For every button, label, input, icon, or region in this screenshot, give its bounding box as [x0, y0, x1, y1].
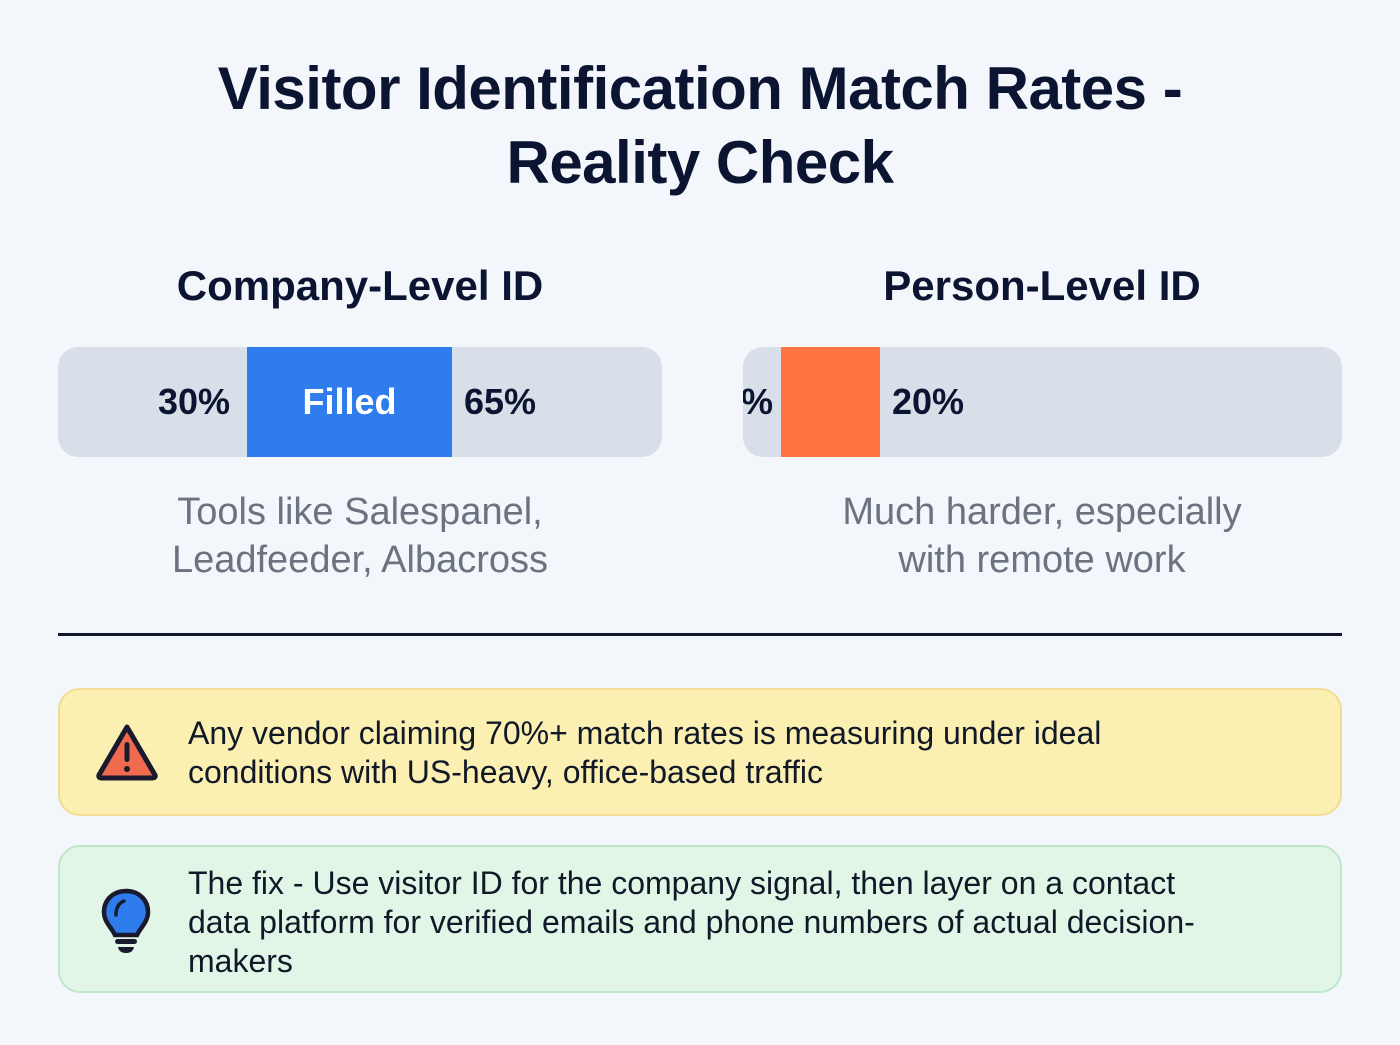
warning-callout: Any vendor claiming 70%+ match rates is … [58, 688, 1342, 816]
company-caption-line-2: Leadfeeder, Albacross [171, 539, 549, 581]
person-low-label: 5% [743, 381, 774, 422]
person-caption-line-1: Much harder, especially [842, 491, 1242, 533]
company-high-label: 65% [464, 381, 537, 422]
person-caption: Much harder, especially with remote work [742, 488, 1342, 584]
lightbulb-icon [100, 887, 152, 962]
company-range-bar: 30% Filled 65% [58, 347, 662, 457]
section-divider [58, 633, 1342, 636]
title-line-1: Visitor Identification Match Rates - [217, 55, 1183, 122]
warning-text-line-1: Any vendor claiming 70%+ match rates is … [188, 715, 1102, 751]
tip-callout: The fix - Use visitor ID for the company… [58, 845, 1342, 993]
page-title: Visitor Identification Match Rates - Rea… [0, 52, 1400, 200]
company-caption: Tools like Salespanel, Leadfeeder, Albac… [58, 488, 662, 584]
warning-text: Any vendor claiming 70%+ match rates is … [188, 714, 1101, 792]
company-heading: Company-Level ID [176, 262, 544, 309]
warning-triangle-icon [94, 722, 160, 787]
company-caption-line-1: Tools like Salespanel, [177, 491, 543, 533]
company-fill-label: Filled [302, 381, 397, 422]
tip-text-line-2: data platform for verified emails and ph… [188, 904, 1195, 940]
person-heading: Person-Level ID [883, 262, 1201, 309]
person-range-bar: 5% 20% [743, 347, 1342, 457]
company-low-label: 30% [158, 381, 231, 422]
tip-text-line-3: makers [188, 943, 293, 979]
tip-text-line-1: The fix - Use visitor ID for the company… [188, 865, 1176, 901]
title-line-2: Reality Check [506, 129, 894, 196]
tip-text: The fix - Use visitor ID for the company… [188, 864, 1195, 981]
warning-text-line-2: conditions with US-heavy, office-based t… [188, 754, 823, 790]
company-fill [247, 347, 452, 457]
person-high-label: 20% [892, 381, 965, 422]
person-fill [781, 347, 880, 457]
person-caption-line-2: with remote work [898, 539, 1186, 581]
